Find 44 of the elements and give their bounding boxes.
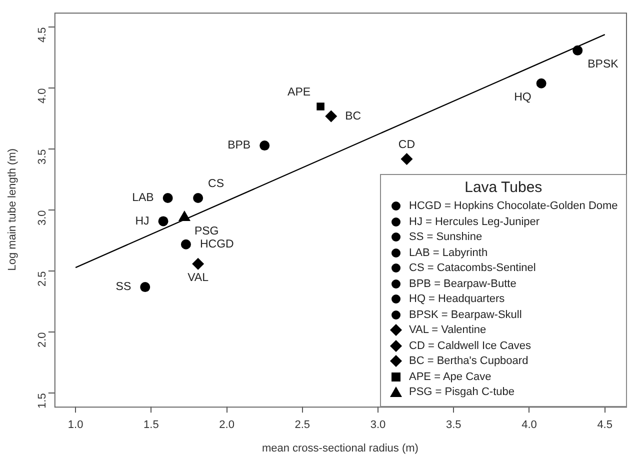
y-tick-label: 3.5	[36, 149, 48, 165]
legend-label: APE = Ape Cave	[409, 370, 492, 383]
y-tick-label: 2.0	[36, 332, 48, 348]
legend-title: Lava Tubes	[464, 178, 544, 196]
annotation: PSG	[194, 226, 219, 238]
legend-label: PSG = Pisgah C-tube	[409, 386, 514, 398]
annotation: CS	[208, 178, 224, 190]
x-tick-label: 4.0	[522, 419, 537, 432]
annotation: CD	[398, 139, 416, 152]
legend-label: CD = Caldwell Ice Caves	[409, 340, 531, 352]
y-tick-label: 3.0	[36, 210, 48, 226]
x-tick-label: 2.5	[294, 419, 310, 432]
y-tick-label: 4.5	[36, 27, 48, 43]
y-tick-label: 4.0	[36, 88, 48, 104]
legend-label: BPB = Bearpaw-Butte	[409, 278, 516, 290]
annotation: BC	[345, 110, 362, 122]
y-axis-title: Log main tube length (m)	[6, 148, 19, 271]
x-tick-label: 2.0	[219, 419, 234, 432]
x-tick-label: 1.5	[144, 419, 159, 432]
legend-label: BPSK = Bearpaw-Skull	[409, 308, 522, 321]
legend-label: CS = Catacombs-Sentinel	[409, 262, 536, 274]
x-tick-label: 3.5	[446, 419, 462, 432]
x-tick-label: 3.0	[370, 419, 386, 432]
annotation: APE	[288, 86, 311, 99]
legend-label: SS = Sunshine	[409, 231, 482, 244]
annotation: VAL	[188, 272, 210, 284]
legend-label: HCGD = Hopkins Chocolate-Golden Dome	[409, 200, 618, 212]
y-tick-label: 2.5	[36, 271, 48, 286]
annotation: LAB	[132, 192, 154, 204]
legend-label: HJ = Hercules Leg-Juniper	[409, 216, 540, 228]
annotation: HJ	[135, 215, 150, 228]
legend-label: LAB = Labyrinth	[409, 246, 488, 259]
annotation: SS	[116, 281, 132, 294]
x-tick-label: 4.5	[597, 419, 612, 432]
y-tick-label: 1.5	[36, 393, 48, 408]
x-axis-title: mean cross-sectional radius (m)	[262, 442, 418, 454]
annotation: HQ	[514, 92, 532, 104]
annotation: BPB	[228, 140, 251, 152]
x-tick-label: 1.0	[68, 419, 84, 432]
legend-label: BC = Bertha's Cupboard	[409, 355, 528, 368]
annotation: HCGD	[200, 238, 234, 251]
legend-label: HQ = Headquarters	[409, 293, 505, 306]
annotation: BPSK	[588, 58, 619, 71]
legend-label: VAL = Valentine	[409, 324, 486, 336]
